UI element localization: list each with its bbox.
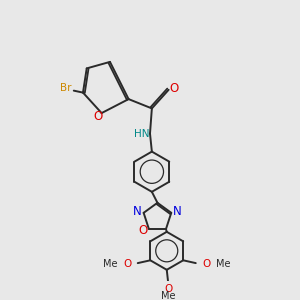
Text: O: O xyxy=(169,82,178,95)
Text: HN: HN xyxy=(134,128,150,139)
Text: Me: Me xyxy=(161,291,176,300)
Text: O: O xyxy=(138,224,147,237)
Text: Br: Br xyxy=(60,83,71,93)
Text: O: O xyxy=(164,284,172,293)
Text: O: O xyxy=(202,259,211,269)
Text: O: O xyxy=(94,110,103,123)
Text: N: N xyxy=(133,205,142,218)
Text: Me: Me xyxy=(103,259,118,269)
Text: Me: Me xyxy=(216,259,230,269)
Text: O: O xyxy=(123,259,131,269)
Text: N: N xyxy=(173,205,182,218)
